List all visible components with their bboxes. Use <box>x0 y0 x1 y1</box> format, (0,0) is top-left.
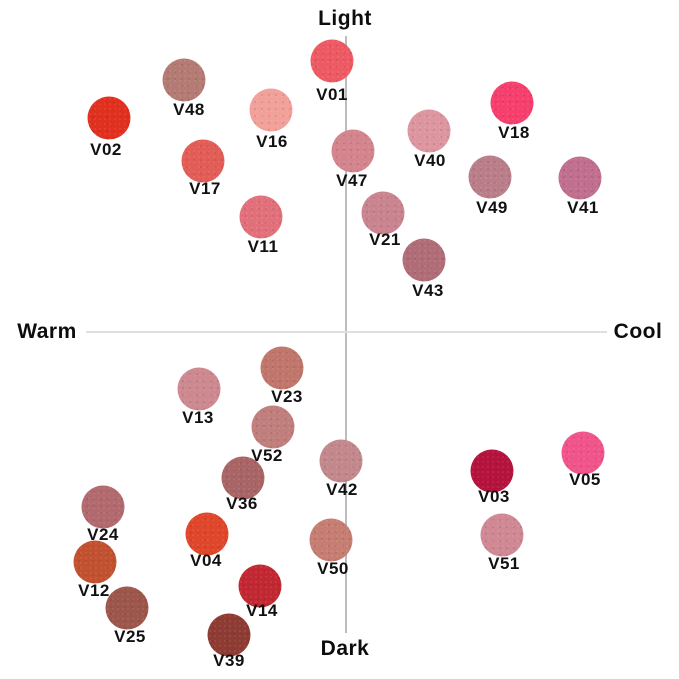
shade-label-v17: V17 <box>189 179 221 198</box>
shade-label-v43: V43 <box>412 281 444 300</box>
axis-label-light: Light <box>318 7 372 30</box>
shade-swatch-v50 <box>309 518 353 562</box>
shade-swatch-v02 <box>87 96 131 140</box>
shade-label-v12: V12 <box>78 581 110 600</box>
shade-label-v18: V18 <box>498 123 530 142</box>
shade-swatch-v16 <box>249 88 293 132</box>
shade-swatch-v21 <box>361 191 405 235</box>
shade-swatch-v43 <box>402 238 446 282</box>
shade-swatch-v03 <box>470 449 514 493</box>
shade-label-v50: V50 <box>317 559 349 578</box>
shade-label-v14: V14 <box>246 601 278 620</box>
shade-label-v21: V21 <box>369 230 401 249</box>
shade-label-v04: V04 <box>190 551 222 570</box>
shade-swatch-v11 <box>239 195 283 239</box>
shade-swatch-v52 <box>251 405 295 449</box>
shade-label-v47: V47 <box>336 171 368 190</box>
shade-swatch-v42 <box>319 439 363 483</box>
shade-swatch-v05 <box>561 431 605 475</box>
shade-label-v25: V25 <box>114 627 146 646</box>
shade-swatch-v12 <box>73 540 117 584</box>
shade-swatch-v13 <box>177 367 221 411</box>
shade-swatch-v40 <box>407 109 451 153</box>
shade-swatch-v51 <box>480 513 524 557</box>
shade-swatch-v18 <box>490 81 534 125</box>
shade-swatch-v48 <box>162 58 206 102</box>
shade-label-v24: V24 <box>87 525 119 544</box>
shade-label-v03: V03 <box>478 487 510 506</box>
shade-label-v36: V36 <box>226 494 258 513</box>
shade-label-v16: V16 <box>256 132 288 151</box>
shade-swatch-v39 <box>207 613 251 657</box>
shade-label-v41: V41 <box>567 198 599 217</box>
shade-swatch-v41 <box>558 156 602 200</box>
shade-swatch-v49 <box>468 155 512 199</box>
shade-label-v51: V51 <box>488 554 520 573</box>
shade-label-v02: V02 <box>90 140 122 159</box>
shade-swatch-v24 <box>81 485 125 529</box>
vertical-axis-line <box>345 36 347 633</box>
shade-label-v11: V11 <box>247 237 279 256</box>
shade-label-v05: V05 <box>569 470 601 489</box>
shade-swatch-v36 <box>221 456 265 500</box>
shade-label-v40: V40 <box>414 151 446 170</box>
axis-label-dark: Dark <box>320 637 370 660</box>
shade-swatch-v01 <box>310 39 354 83</box>
shade-swatch-v14 <box>238 564 282 608</box>
shade-swatch-v04 <box>185 512 229 556</box>
horizontal-axis-line <box>86 331 607 333</box>
shade-label-v23: V23 <box>271 387 303 406</box>
shade-label-v13: V13 <box>182 408 214 427</box>
shade-label-v01: V01 <box>316 85 348 104</box>
shade-swatch-v47 <box>331 129 375 173</box>
shade-label-v49: V49 <box>476 198 508 217</box>
shade-swatch-v23 <box>260 346 304 390</box>
shade-label-v52: V52 <box>251 446 283 465</box>
axis-label-cool: Cool <box>613 320 663 343</box>
shade-swatch-v25 <box>105 586 149 630</box>
shade-label-v39: V39 <box>213 651 245 670</box>
shade-label-v48: V48 <box>173 100 205 119</box>
axis-label-warm: Warm <box>17 320 77 343</box>
shade-label-v42: V42 <box>326 480 358 499</box>
shade-swatch-v17 <box>181 139 225 183</box>
